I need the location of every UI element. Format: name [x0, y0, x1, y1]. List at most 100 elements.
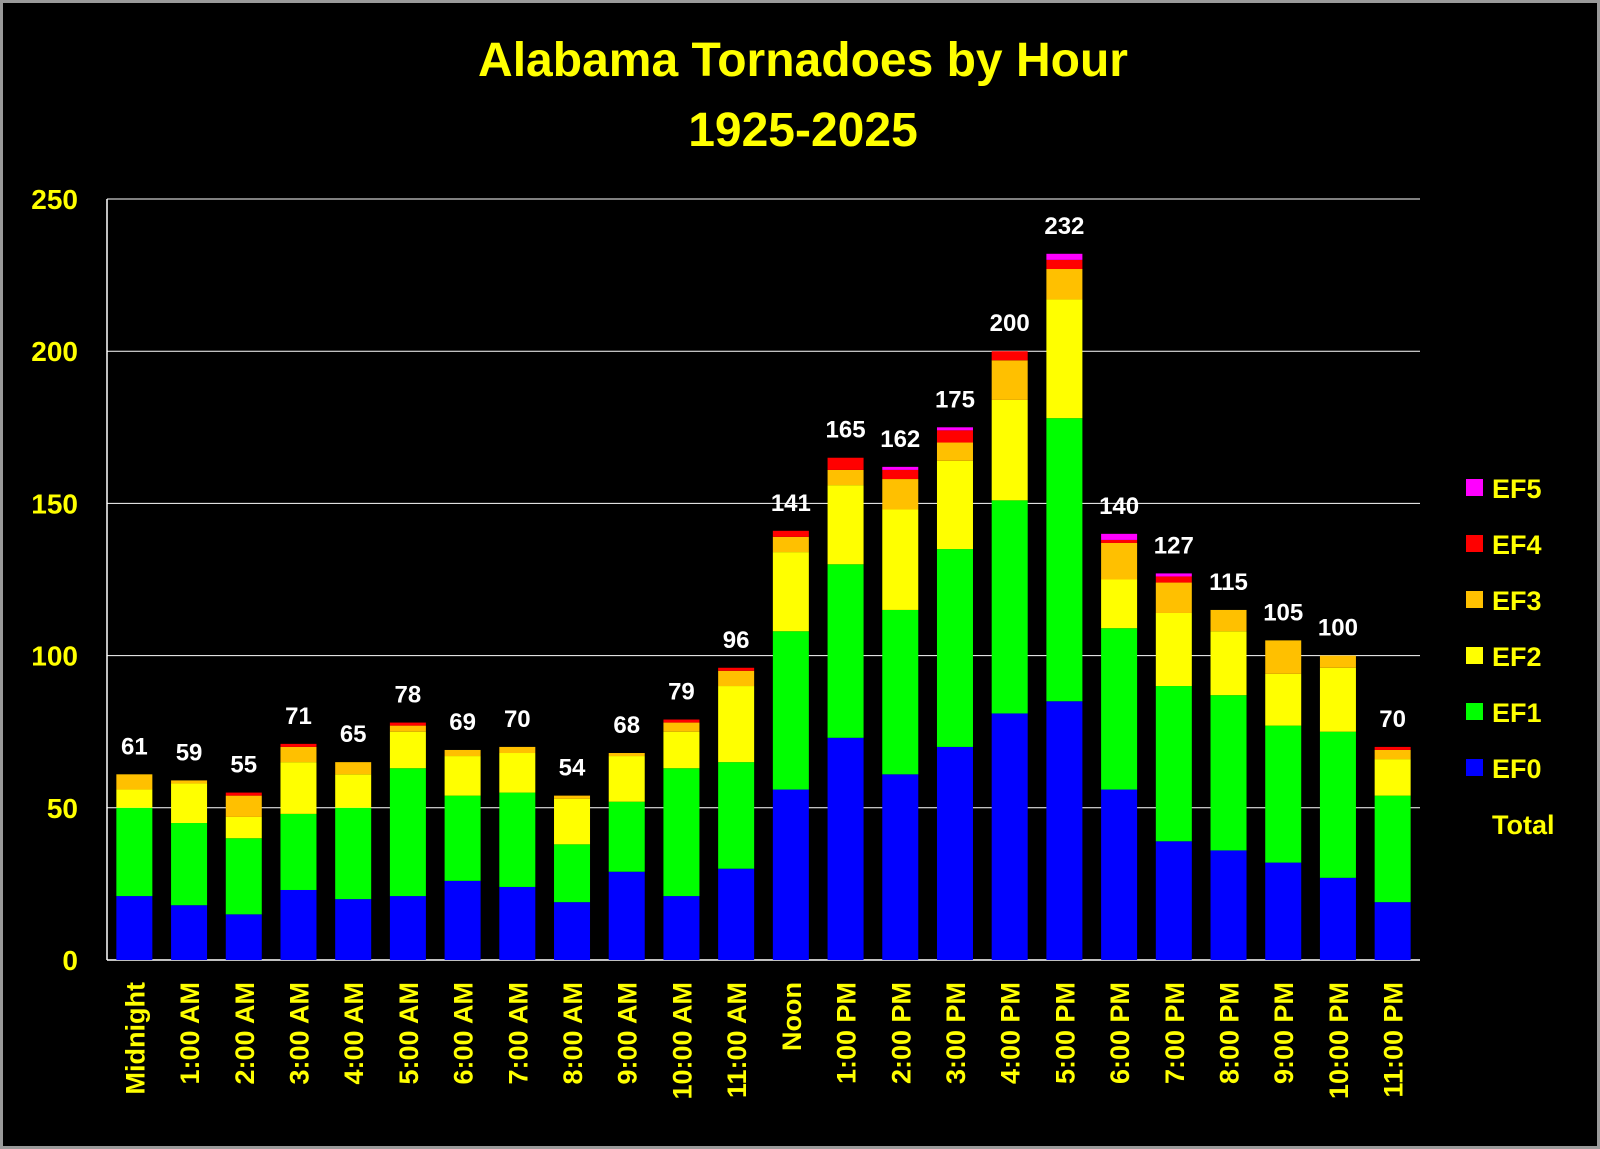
x-tick-label: 5:00 PM	[1050, 982, 1080, 1084]
legend-label-ef0: EF0	[1492, 754, 1542, 784]
total-label: 127	[1154, 532, 1194, 559]
bar-segment-ef0	[116, 896, 153, 960]
bar-segment-ef3	[554, 795, 591, 799]
bar-segment-ef1	[1155, 686, 1192, 842]
bar-segment-ef0	[663, 896, 700, 960]
legend-label-total: Total	[1492, 810, 1555, 840]
y-tick-label: 50	[47, 793, 78, 824]
bar-segment-ef4	[882, 469, 919, 480]
total-label: 54	[559, 755, 586, 782]
legend-label-ef3: EF3	[1492, 586, 1542, 616]
bar-segment-ef3	[280, 746, 317, 763]
bar-segment-ef0	[389, 896, 426, 960]
legend-swatch-ef3	[1466, 591, 1483, 608]
bar-segment-ef0	[280, 889, 317, 960]
legend-label-ef5: EF5	[1492, 474, 1542, 504]
chart-subtitle: 1925-2025	[688, 104, 918, 157]
bar-segment-ef5	[1155, 573, 1192, 577]
bar-segment-ef0	[1374, 902, 1411, 960]
y-tick-label: 0	[62, 945, 78, 976]
x-tick-label: 7:00 AM	[503, 982, 533, 1085]
x-tick-label: 7:00 PM	[1160, 982, 1190, 1084]
x-tick-label: 4:00 AM	[339, 982, 369, 1085]
bar-segment-ef2	[1155, 612, 1192, 687]
bar-segment-ef3	[663, 722, 700, 732]
bar-segment-ef0	[882, 774, 919, 960]
bar-segment-ef3	[1374, 749, 1411, 760]
bar-segment-ef1	[335, 807, 372, 900]
bar-segment-ef3	[1210, 609, 1247, 632]
bar-segment-ef0	[991, 713, 1028, 960]
bar-segment-ef2	[499, 753, 536, 793]
bar-segment-ef1	[554, 844, 591, 903]
bar-segment-ef0	[1155, 841, 1192, 960]
legend-label-ef4: EF4	[1492, 530, 1542, 560]
bar-segment-ef1	[991, 500, 1028, 714]
bar-segment-ef1	[499, 792, 536, 887]
bar-segment-ef4	[991, 351, 1028, 361]
legend-swatch-ef4	[1466, 535, 1483, 552]
total-label: 65	[340, 721, 367, 748]
bar-segment-ef4	[1046, 259, 1083, 270]
bar-segment-ef0	[335, 899, 372, 960]
bar-segment-ef2	[1210, 631, 1247, 696]
y-tick-label: 100	[31, 641, 78, 672]
bar-segment-ef3	[1319, 655, 1356, 668]
x-tick-label: 5:00 AM	[394, 982, 424, 1085]
y-tick-label: 150	[31, 488, 78, 519]
bar-segment-ef3	[772, 536, 809, 553]
bar-segment-ef1	[171, 823, 208, 906]
total-label: 200	[990, 310, 1030, 337]
x-tick-label: 1:00 AM	[175, 982, 205, 1085]
legend-swatch-ef0	[1466, 759, 1483, 776]
bar-segment-ef2	[1265, 673, 1302, 726]
bar-segment-ef4	[718, 667, 755, 671]
x-tick-label: 10:00 AM	[667, 982, 697, 1100]
bar-segment-ef0	[554, 902, 591, 960]
bar-segment-ef3	[225, 795, 262, 817]
bar-segment-ef2	[936, 460, 973, 550]
bar-segment-ef0	[499, 886, 536, 960]
x-tick-label: 1:00 PM	[832, 982, 862, 1084]
bar-segment-ef4	[1374, 746, 1411, 750]
bar-segment-ef0	[171, 905, 208, 960]
total-label: 141	[771, 490, 811, 517]
x-tick-label: 4:00 PM	[996, 982, 1026, 1084]
bar-segment-ef1	[225, 838, 262, 915]
bar-segment-ef4	[827, 457, 864, 470]
bar-segment-ef5	[936, 427, 973, 431]
bar-segment-ef3	[499, 746, 536, 754]
bar-segment-ef2	[444, 756, 481, 796]
legend-swatch-ef5	[1466, 479, 1483, 496]
bar-segment-ef2	[335, 774, 372, 808]
total-label: 59	[176, 739, 203, 766]
bar-segment-ef4	[936, 430, 973, 443]
bar-segment-ef3	[718, 670, 755, 687]
bar-segment-ef0	[444, 880, 481, 960]
bar-segment-ef3	[936, 442, 973, 461]
bar-segment-ef5	[1101, 533, 1138, 540]
bar-segment-ef2	[389, 731, 426, 769]
bar-segment-ef3	[882, 479, 919, 510]
legend-label-ef1: EF1	[1492, 698, 1542, 728]
bar-segment-ef0	[827, 737, 864, 960]
legend-swatch-ef1	[1466, 703, 1483, 720]
total-label: 61	[121, 733, 148, 760]
bar-segment-ef4	[1155, 576, 1192, 583]
bar-segment-ef3	[116, 774, 153, 790]
bar-segment-ef5	[882, 466, 919, 470]
total-label: 69	[449, 709, 476, 736]
bar-segment-ef2	[882, 509, 919, 610]
bar-segment-ef1	[827, 564, 864, 738]
bar-segment-ef3	[1046, 269, 1083, 300]
bar-segment-ef1	[882, 609, 919, 775]
x-tick-label: 11:00 PM	[1379, 982, 1409, 1098]
total-label: 96	[723, 627, 750, 654]
bar-segment-ef1	[1319, 731, 1356, 878]
legend-label-ef2: EF2	[1492, 642, 1542, 672]
bar-segment-ef0	[608, 871, 645, 960]
bar-segment-ef1	[1265, 725, 1302, 863]
bar-segment-ef1	[389, 768, 426, 897]
x-tick-label: 6:00 AM	[449, 982, 479, 1085]
total-label: 105	[1263, 599, 1303, 626]
